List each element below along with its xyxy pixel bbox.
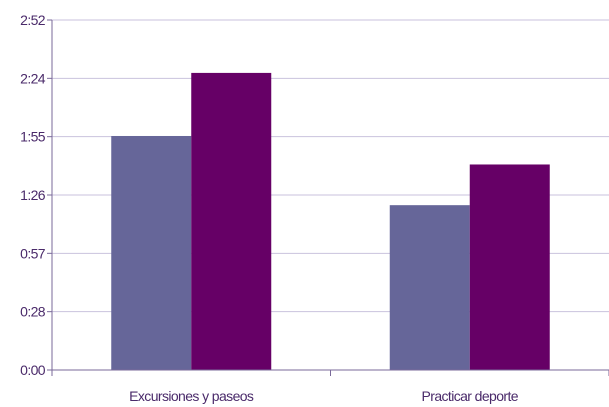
y-tick-label: 0:00 — [20, 362, 46, 378]
bar — [389, 205, 470, 370]
y-tick-label: 2:52 — [20, 12, 46, 28]
x-axis-category-labels: Excursiones y paseos Practicar deporte — [129, 388, 519, 404]
y-tick-label: 0:28 — [20, 304, 46, 320]
y-tick-label: 1:55 — [20, 129, 46, 145]
bar — [111, 135, 192, 370]
bars — [111, 72, 550, 370]
axes — [47, 19, 609, 376]
y-axis-tick-labels: 0:00 0:28 0:57 1:26 1:55 2:24 2:52 — [20, 12, 46, 378]
bar — [191, 72, 272, 370]
x-category-label: Practicar deporte — [422, 388, 519, 404]
y-tick-label: 2:24 — [20, 70, 46, 86]
y-tick-label: 0:57 — [20, 245, 46, 261]
y-tick-label: 1:26 — [20, 187, 46, 203]
x-category-label: Excursiones y paseos — [129, 388, 254, 404]
bar — [469, 164, 550, 370]
